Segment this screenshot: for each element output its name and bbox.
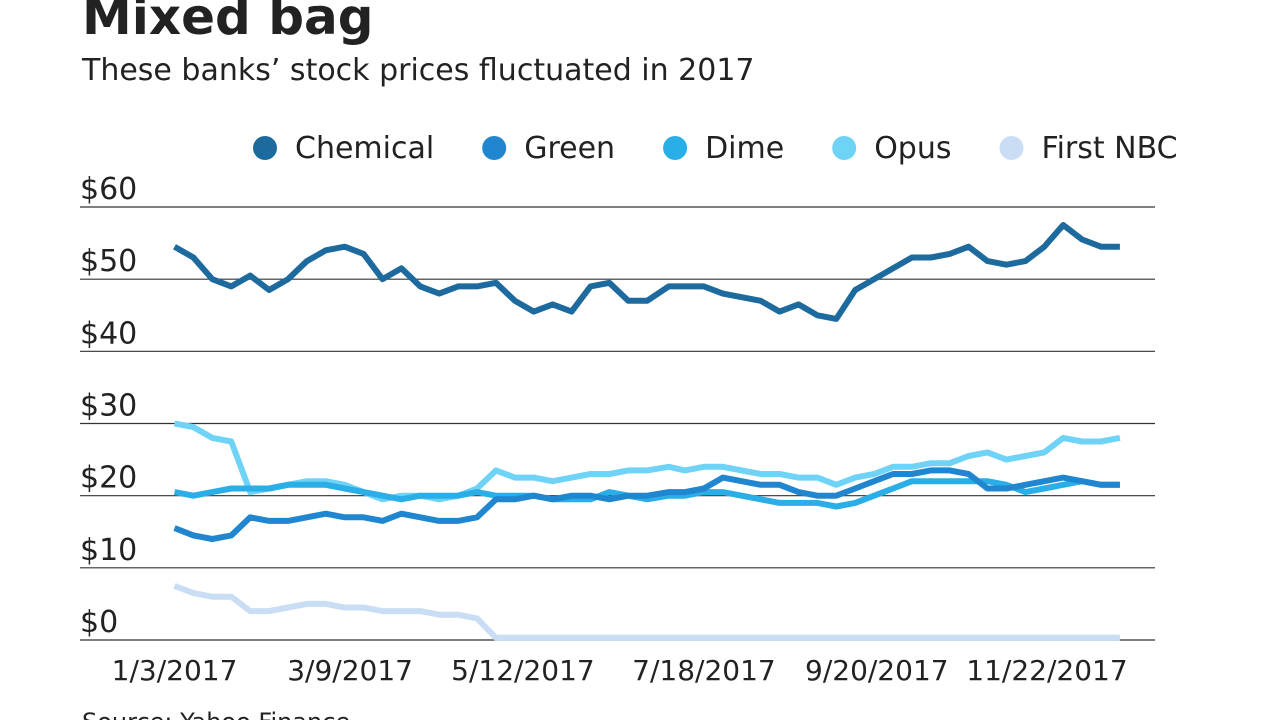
x-tick-label: 11/22/2017 [966,654,1127,687]
legend-swatch [999,136,1024,160]
y-tick-label: $30 [80,389,137,424]
chart-title: Mixed bag [82,0,374,46]
legend-swatch [482,136,507,160]
y-tick-label: $60 [80,172,137,207]
x-tick-label: 1/3/2017 [112,654,238,687]
x-tick-label: 5/12/2017 [451,654,595,687]
y-tick-label: $50 [80,244,137,279]
legend-label: Opus [874,131,951,166]
chart-subtitle: These banks’ stock prices fluctuated in … [81,53,755,88]
y-tick-label: $40 [80,316,137,351]
series-line [173,222,1120,322]
y-tick-label: $20 [80,461,137,496]
x-tick-label: 7/18/2017 [632,654,776,687]
series-line [173,583,1120,641]
x-tick-label: 3/9/2017 [287,654,413,687]
source-note: Source: Yahoo Finance [82,708,350,720]
legend-swatch [832,136,857,160]
series-line [173,478,1120,510]
legend-label: Green [524,131,615,166]
x-tick-label: 9/20/2017 [805,654,949,687]
legend-swatch [253,136,277,160]
series-line [173,467,1120,542]
legend-swatch [663,136,688,160]
y-tick-label: $0 [80,605,118,640]
y-tick-label: $10 [80,533,137,568]
legend-label: Chemical [295,131,434,166]
legend-label: Dime [705,131,784,166]
series-line [173,420,1121,503]
legend-label: First NBC [1042,131,1178,166]
